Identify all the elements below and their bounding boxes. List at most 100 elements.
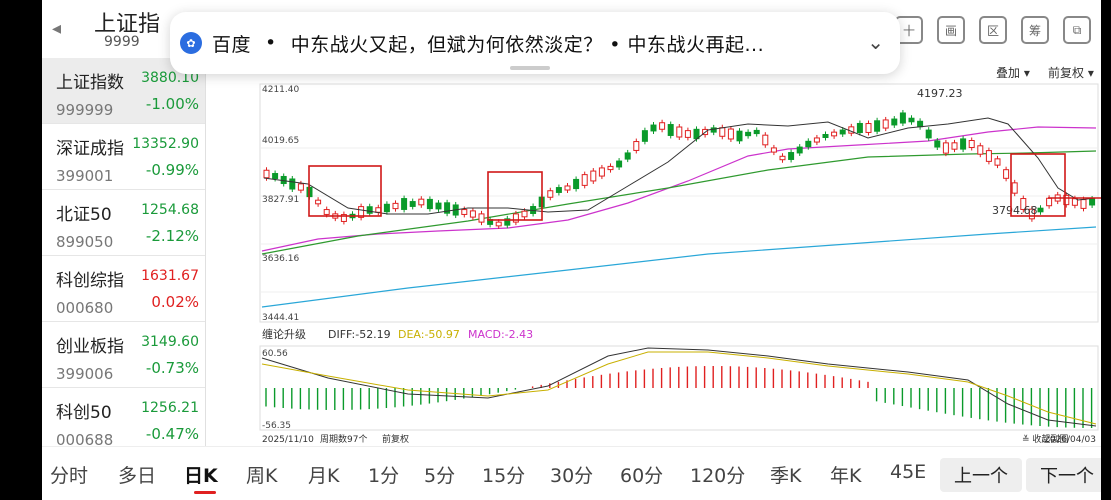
- index-code: 899050: [56, 233, 114, 251]
- tab-13[interactable]: 45E: [890, 461, 927, 483]
- macd-top-label: 60.56: [262, 349, 288, 359]
- tab-11[interactable]: 季K: [770, 465, 802, 487]
- candle: [521, 210, 528, 218]
- y-axis-label: 3444.41: [262, 313, 299, 323]
- index-item[interactable]: 深证成指 399001 13352.90 -0.99%: [42, 124, 205, 190]
- draw-icon[interactable]: 画: [937, 16, 965, 44]
- highlight-box-2: [487, 171, 543, 221]
- highlight-box-3: [1010, 153, 1066, 217]
- candle: [633, 141, 640, 151]
- index-code: 000680: [56, 299, 114, 317]
- notification-handle[interactable]: [510, 66, 550, 70]
- highlight-box-1: [308, 165, 382, 217]
- index-name: 上证指数: [56, 73, 124, 93]
- candle: [796, 146, 803, 154]
- tab-3[interactable]: 周K: [246, 465, 278, 487]
- candle: [581, 174, 588, 186]
- candle: [977, 145, 984, 155]
- notification-source: 百度: [212, 33, 252, 56]
- index-name: 创业板指: [56, 337, 124, 357]
- candle: [495, 221, 502, 227]
- macd-frame: [259, 345, 1099, 431]
- index-code: 9999: [104, 34, 140, 50]
- tab-6[interactable]: 5分: [424, 465, 456, 487]
- adjust-dropdown[interactable]: 前复权 ▾: [1048, 66, 1094, 80]
- candle: [444, 202, 451, 214]
- candle: [598, 167, 605, 177]
- candle: [727, 128, 734, 140]
- overlay-dropdown[interactable]: 叠加 ▾: [996, 66, 1030, 80]
- candle: [762, 134, 769, 146]
- candle: [401, 198, 408, 210]
- candle: [676, 126, 683, 138]
- dea-value: DEA:-50.97: [398, 328, 460, 341]
- index-price: 13352.90: [132, 136, 199, 152]
- tab-5[interactable]: 1分: [368, 465, 400, 487]
- news-notification[interactable]: ✿ 百度 • 中东战火又起，但斌为何依然淡定？ • 中东战火再起... ⌄: [170, 12, 900, 74]
- candle: [891, 118, 898, 126]
- tab-0[interactable]: 分时: [50, 465, 89, 487]
- tab-9[interactable]: 60分: [620, 465, 664, 487]
- y-axis-label: 3636.16: [262, 254, 299, 264]
- candle: [297, 183, 304, 191]
- candle: [813, 137, 820, 143]
- chips-icon[interactable]: 筹: [1021, 16, 1049, 44]
- index-price: 1631.67: [141, 268, 199, 284]
- index-change: -0.47%: [145, 425, 199, 443]
- index-code: 000688: [56, 431, 114, 449]
- prev-button[interactable]: 上一个: [940, 458, 1022, 492]
- candle: [839, 129, 846, 135]
- candle: [788, 152, 795, 160]
- tab-12[interactable]: 年K: [830, 465, 862, 487]
- candle: [461, 209, 468, 215]
- next-button[interactable]: 下一个: [1026, 458, 1101, 492]
- index-price: 1254.68: [141, 202, 199, 218]
- ma-green-line: [261, 150, 1097, 255]
- index-item[interactable]: 科创综指 000680 1631.67 0.02%: [42, 256, 205, 322]
- candle: [478, 213, 485, 223]
- chevron-down-icon[interactable]: ⌄: [867, 30, 884, 54]
- candle: [942, 142, 949, 154]
- tab-7[interactable]: 15分: [482, 465, 526, 487]
- index-item[interactable]: 上证指数 999999 3880.10 -1.00%: [42, 58, 205, 124]
- candle: [960, 138, 967, 150]
- overlay-label: 叠加: [996, 66, 1021, 80]
- candle: [882, 119, 889, 129]
- kline-chart[interactable]: 4211.40 4019.65 3827.91 3636.16 3444.41 4197.…: [208, 58, 1101, 446]
- ma5-line: [263, 117, 1097, 215]
- start-date: 2025/11/10: [262, 435, 314, 445]
- tab-1[interactable]: 多日: [118, 465, 157, 487]
- candle: [831, 131, 838, 137]
- diff-line: [261, 347, 1097, 427]
- diff-value: DIFF:-52.19: [328, 328, 391, 341]
- end-date: 2026/04/03: [1044, 435, 1096, 445]
- main-chart-frame: [259, 83, 1099, 323]
- macd-bottom-label: -56.35: [262, 421, 291, 431]
- index-code: 999999: [56, 101, 114, 119]
- ma-pink-line: [261, 126, 1097, 252]
- candle: [770, 147, 777, 153]
- tab-4[interactable]: 月K: [308, 465, 340, 487]
- index-price: 1256.21: [141, 400, 199, 416]
- copy-icon[interactable]: ⧉: [1063, 16, 1091, 44]
- baidu-paw-icon: ✿: [180, 32, 202, 54]
- tab-10[interactable]: 120分: [690, 465, 746, 487]
- adjust-label: 前复权: [1048, 66, 1085, 80]
- back-arrow-icon[interactable]: ◂: [52, 18, 62, 39]
- candle: [934, 140, 941, 148]
- index-change: -0.73%: [145, 359, 199, 377]
- low-price-label: 3794.68: [992, 204, 1038, 217]
- index-item[interactable]: 创业板指 399006 3149.60 -0.73%: [42, 322, 205, 388]
- tab-8[interactable]: 30分: [550, 465, 594, 487]
- candle: [994, 158, 1001, 166]
- y-axis-label: 4019.65: [262, 136, 299, 146]
- range-icon[interactable]: 区: [979, 16, 1007, 44]
- app-window: ◂ 上证指 9999 十 画 区 筹 ⧉ ✿ 百度 • 中东战火又起，但斌为何依…: [42, 0, 1101, 500]
- index-item[interactable]: 北证50 899050 1254.68 -2.12%: [42, 190, 205, 256]
- candle: [822, 133, 829, 139]
- tab-2[interactable]: 日K: [184, 465, 218, 487]
- index-item[interactable]: 科创50 000688 1256.21 -0.47%: [42, 388, 205, 454]
- notification-text: 中东战火又起，但斌为何依然淡定？ • 中东战火再起...: [290, 33, 765, 56]
- index-name: 科创综指: [56, 271, 124, 291]
- candle: [874, 120, 881, 132]
